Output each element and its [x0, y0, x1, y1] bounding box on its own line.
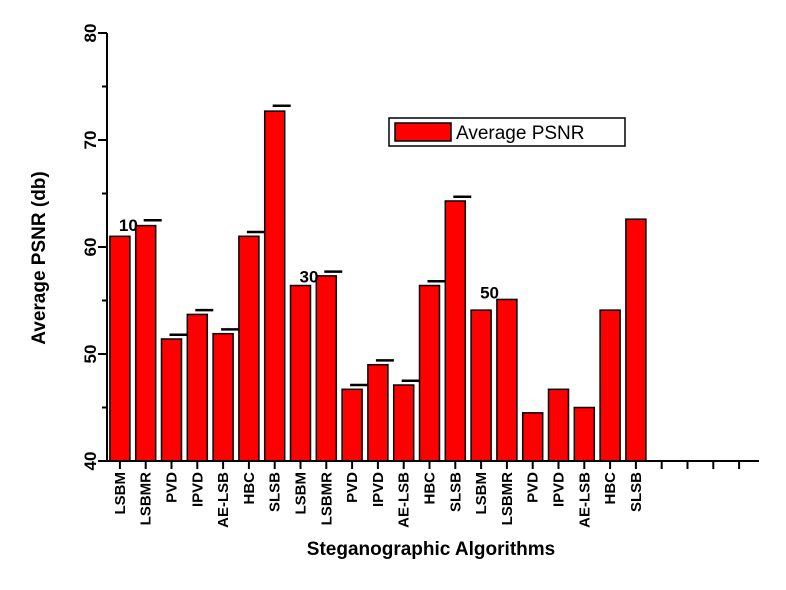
bar	[573, 406, 596, 462]
x-tick-label: IPVD	[551, 472, 568, 507]
bar	[470, 309, 492, 462]
bar	[521, 412, 544, 462]
bar	[392, 384, 415, 462]
x-tick-label: PVD	[164, 472, 181, 503]
x-tick-label: LSBM	[112, 472, 129, 515]
x-tick-label: LSBM	[473, 472, 490, 515]
bar	[367, 363, 389, 462]
x-axis-title: Steganographic Algorithms	[307, 539, 555, 560]
x-tick-label: LSBMR	[499, 472, 516, 525]
x-tick-label: LSBMR	[138, 472, 155, 525]
bar	[599, 309, 621, 462]
group-label: 30	[300, 267, 319, 286]
bar	[212, 332, 234, 462]
x-tick-label: AE-LSB	[576, 472, 593, 528]
x-tick-label: LSBMR	[318, 472, 335, 525]
y-tick-label: 60	[81, 238, 100, 257]
bar	[444, 200, 467, 462]
x-tick-label: IPVD	[189, 472, 206, 507]
bar	[625, 218, 647, 462]
y-axis-title: Average PSNR (db)	[29, 171, 50, 345]
x-tick-label: SLSB	[267, 472, 284, 512]
bar	[341, 388, 363, 462]
x-tick-label: SLSB	[447, 472, 464, 512]
bar	[418, 284, 441, 462]
group-label: 10	[119, 216, 138, 235]
y-tick-label: 50	[81, 345, 100, 364]
legend-swatch	[394, 122, 452, 142]
x-tick-label: PVD	[344, 472, 361, 503]
x-tick-label: LSBM	[293, 472, 310, 515]
axes-layer	[98, 32, 759, 469]
y-tick-label: 40	[81, 452, 100, 471]
bar	[289, 284, 312, 462]
group-label: 50	[480, 284, 499, 303]
bar	[496, 298, 518, 462]
bar	[134, 224, 157, 462]
bar	[160, 338, 183, 462]
bar	[315, 275, 338, 462]
y-tick-label: 70	[81, 131, 100, 150]
x-tick-label: SLSB	[628, 472, 645, 512]
bar	[109, 235, 131, 462]
bars-layer	[109, 104, 647, 462]
x-tick-label: AE-LSB	[396, 472, 413, 528]
bar	[186, 313, 209, 462]
bar	[238, 235, 260, 462]
x-tick-label: HBC	[602, 472, 619, 505]
labels-layer: 40 50 60 70 80 LSBM LSBMR PVD IPVD AE-LSB HBC SLSB L…	[81, 24, 645, 528]
x-tick-label: HBC	[241, 472, 258, 505]
x-tick-label: PVD	[525, 472, 542, 503]
y-tick-label: 80	[81, 24, 100, 43]
bar	[263, 110, 286, 462]
x-tick-label: IPVD	[370, 472, 387, 507]
bar	[547, 388, 570, 462]
legend: Average PSNR	[388, 117, 626, 147]
x-tick-label: AE-LSB	[215, 472, 232, 528]
legend-label: Average PSNR	[456, 123, 585, 144]
x-tick-label: HBC	[422, 472, 439, 505]
